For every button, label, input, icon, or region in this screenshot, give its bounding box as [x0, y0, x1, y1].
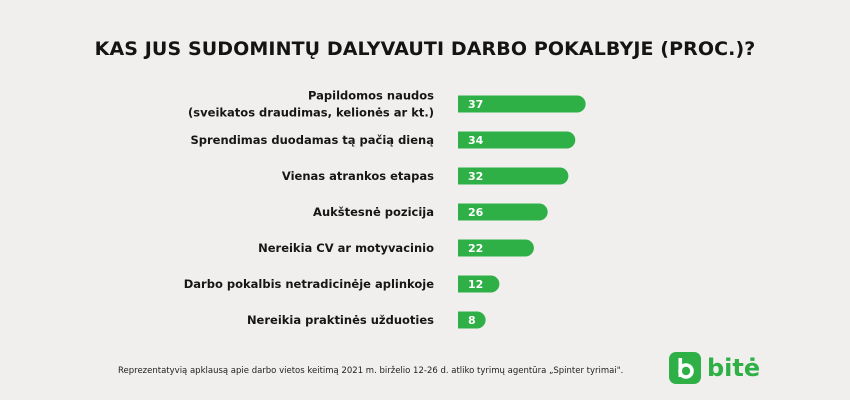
category-label: Darbo pokalbis netradicinėje aplinkoje: [184, 277, 434, 291]
bar: [458, 167, 569, 185]
chart-title: KAS JUS SUDOMINTŲ DALYVAUTI DARBO POKALB…: [94, 38, 756, 60]
bar: [458, 275, 500, 293]
bite-logo: bitė: [667, 352, 773, 388]
value-label: 22: [468, 242, 483, 255]
bite-logo-icon: [669, 352, 701, 384]
category-label: Papildomos naudos: [308, 89, 434, 103]
category-label: Sprendimas duodamas tą pačią dieną: [190, 133, 434, 147]
category-label: Vienas atrankos etapas: [282, 169, 434, 183]
value-label: 12: [468, 278, 483, 291]
bar: [458, 203, 548, 221]
category-label: (sveikatos draudimas, kelionės ar kt.): [188, 106, 434, 120]
bar: [458, 239, 534, 257]
bar: [458, 95, 586, 113]
bar: [458, 311, 486, 329]
category-label: Nereikia praktinės užduoties: [247, 313, 434, 327]
value-label: 8: [468, 314, 476, 327]
bar: [458, 131, 576, 149]
value-label: 26: [468, 206, 484, 219]
value-label: 32: [468, 170, 483, 183]
value-label: 37: [468, 98, 483, 111]
category-label: Aukštesnė pozicija: [313, 205, 434, 219]
logo-text: bitė: [707, 354, 761, 382]
bars-group: 37 Papildomos naudos (sveikatos draudimas,…: [184, 89, 586, 329]
footnote: Reprezentatyvią apklausą apie darbo viet…: [118, 366, 624, 376]
category-label: Nereikia CV ar motyvacinio: [258, 241, 434, 255]
value-label: 34: [468, 134, 484, 147]
